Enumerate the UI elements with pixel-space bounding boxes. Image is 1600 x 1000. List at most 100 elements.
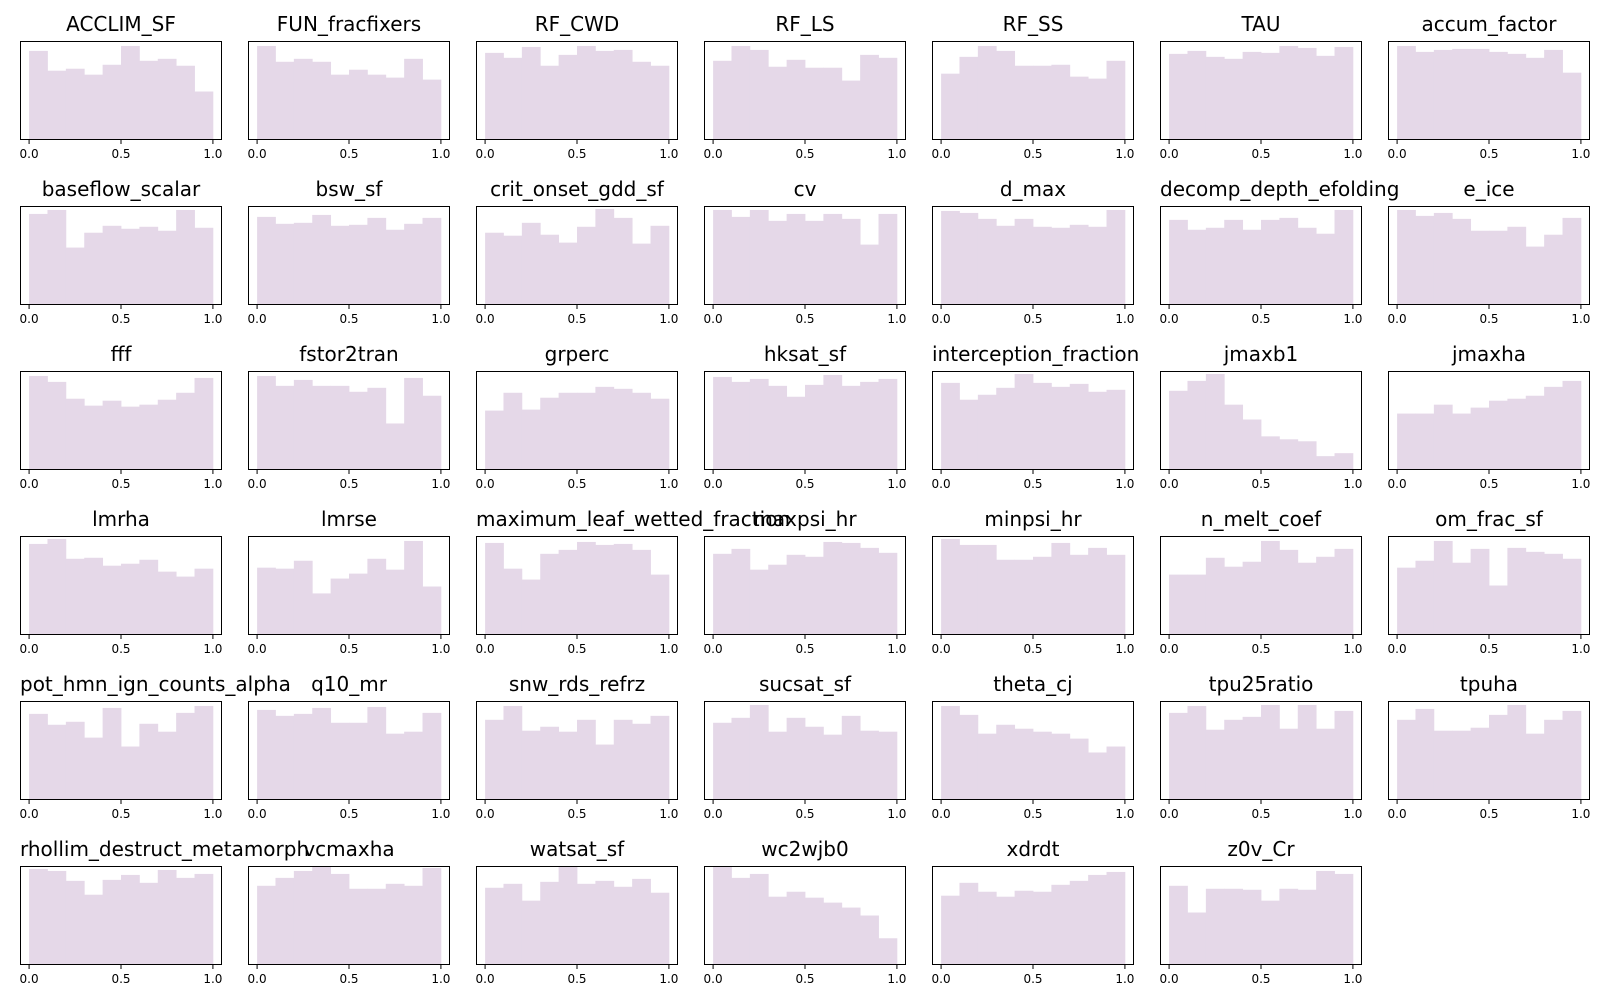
histogram-bar [65,398,85,470]
histogram-bar [47,70,67,140]
x-tick-label: 0.5 [1023,972,1042,986]
x-tick-label: 0.5 [1023,312,1042,326]
histogram-bar [1433,540,1453,635]
histogram-bar [65,880,85,965]
histogram-bar [385,569,405,635]
histogram-axes: 0.0 0.5 1.0 [20,206,222,326]
x-tick-label: 0.5 [1479,312,1498,326]
histogram-bar [558,549,578,635]
x-tick-label: 1.0 [1343,477,1362,491]
histogram-bar [1224,58,1244,140]
panel-title: om_frac_sf [1435,507,1543,531]
panel-title: theta_cj [993,672,1073,696]
histogram-axes: 0.0 0.5 1.0 [704,536,906,656]
histogram-panel: maxpsi_hr 0.0 0.5 1.0 [704,507,907,659]
histogram-bar [1562,558,1582,635]
histogram-bar [1205,56,1225,141]
histogram-bar [1106,60,1126,140]
axes-frame [476,866,678,965]
axes-frame [932,866,1134,965]
histogram-bar [330,385,350,470]
histogram-axes: 0.0 0.5 1.0 [20,371,222,491]
histogram-bar [1069,738,1089,800]
panel-title: sucsat_sf [758,672,852,696]
histogram-axes: 0.0 0.5 1.0 [476,41,678,161]
panel-title: maximum_leaf_wetted_fraction [476,507,791,531]
histogram-bar [878,213,898,305]
histogram-bar [941,382,960,470]
x-tick-label: 0.5 [1251,972,1270,986]
panel-title: crit_onset_gdd_sf [490,177,664,201]
histogram-bar [786,554,806,635]
x-tick-label: 1.0 [1571,807,1590,821]
histogram-bar [385,423,405,470]
x-tick-label: 1.0 [1571,642,1590,656]
histogram-bar [1316,233,1335,305]
x-tick-label: 0.5 [111,642,130,656]
histogram-bar [1415,560,1435,635]
panel-title: fff [110,342,132,366]
histogram-bar [121,563,140,635]
histogram-panel: e_ice 0.0 0.5 1.0 [1388,177,1591,329]
histogram-bar [650,398,670,470]
histogram-bar [47,870,67,965]
histogram-bar [731,381,751,470]
histogram-bar [139,60,159,140]
histogram-bar [1415,413,1435,470]
histogram-bar [1088,78,1107,140]
histogram-bar [823,734,843,800]
histogram-bar [422,79,442,140]
histogram-panel: RF_CWD 0.0 0.5 1.0 [476,12,679,164]
histogram-bar [275,61,295,140]
x-tick-label: 1.0 [1115,642,1134,656]
histogram-bar [1415,708,1435,800]
histogram-bar [404,58,423,140]
histogram-bar [65,247,85,305]
histogram-bar [577,541,596,635]
histogram-bar [713,553,732,635]
panel-title: ACCLIM_SF [66,12,176,36]
histogram-bar [713,722,732,800]
x-tick-label: 0.5 [339,807,358,821]
panel-title: jmaxb1 [1223,342,1299,366]
histogram-bar [1433,49,1453,140]
histogram-bar [996,559,1016,635]
histogram-bar [422,395,442,470]
x-tick-label: 0.5 [567,642,586,656]
histogram-bar [1415,51,1435,140]
x-tick-label: 1.0 [659,642,678,656]
histogram-bar [257,567,276,635]
histogram-bar [330,225,350,305]
histogram-bar [194,873,214,965]
histogram-axes: 0.0 0.5 1.0 [1160,866,1362,986]
histogram-bar [485,887,504,965]
histogram-bar [1507,398,1527,470]
x-tick-label: 0.5 [567,807,586,821]
histogram-bar [1169,712,1188,800]
histogram-bar [805,556,824,635]
x-tick-label: 0.5 [1023,642,1042,656]
histogram-panel: cv 0.0 0.5 1.0 [704,177,907,329]
x-tick-label: 0.0 [704,147,723,161]
histogram-bar [1169,885,1188,965]
histogram-bar [1544,719,1563,800]
panel-title: e_ice [1463,177,1515,201]
histogram-bar [1014,890,1034,965]
histogram-bar [996,50,1016,140]
histogram-axes: 0.0 0.5 1.0 [476,206,678,326]
histogram-bar [385,733,405,800]
histogram-bar [1014,65,1034,140]
x-tick-label: 0.0 [932,642,951,656]
x-tick-label: 0.5 [1251,807,1270,821]
panel-title: hksat_sf [763,342,847,366]
histogram-axes: 0.0 0.5 1.0 [1388,206,1590,326]
histogram-bar [367,74,387,140]
histogram-bar [349,224,368,305]
histogram-bar [312,593,332,635]
axes-frame [704,371,906,470]
histogram-bar [749,704,769,800]
histogram-bar [540,553,560,635]
histogram-panel: interception_fraction 0.0 0.5 1.0 [932,342,1140,494]
histogram-axes: 0.0 0.5 1.0 [932,701,1134,821]
x-tick-label: 0.5 [339,477,358,491]
